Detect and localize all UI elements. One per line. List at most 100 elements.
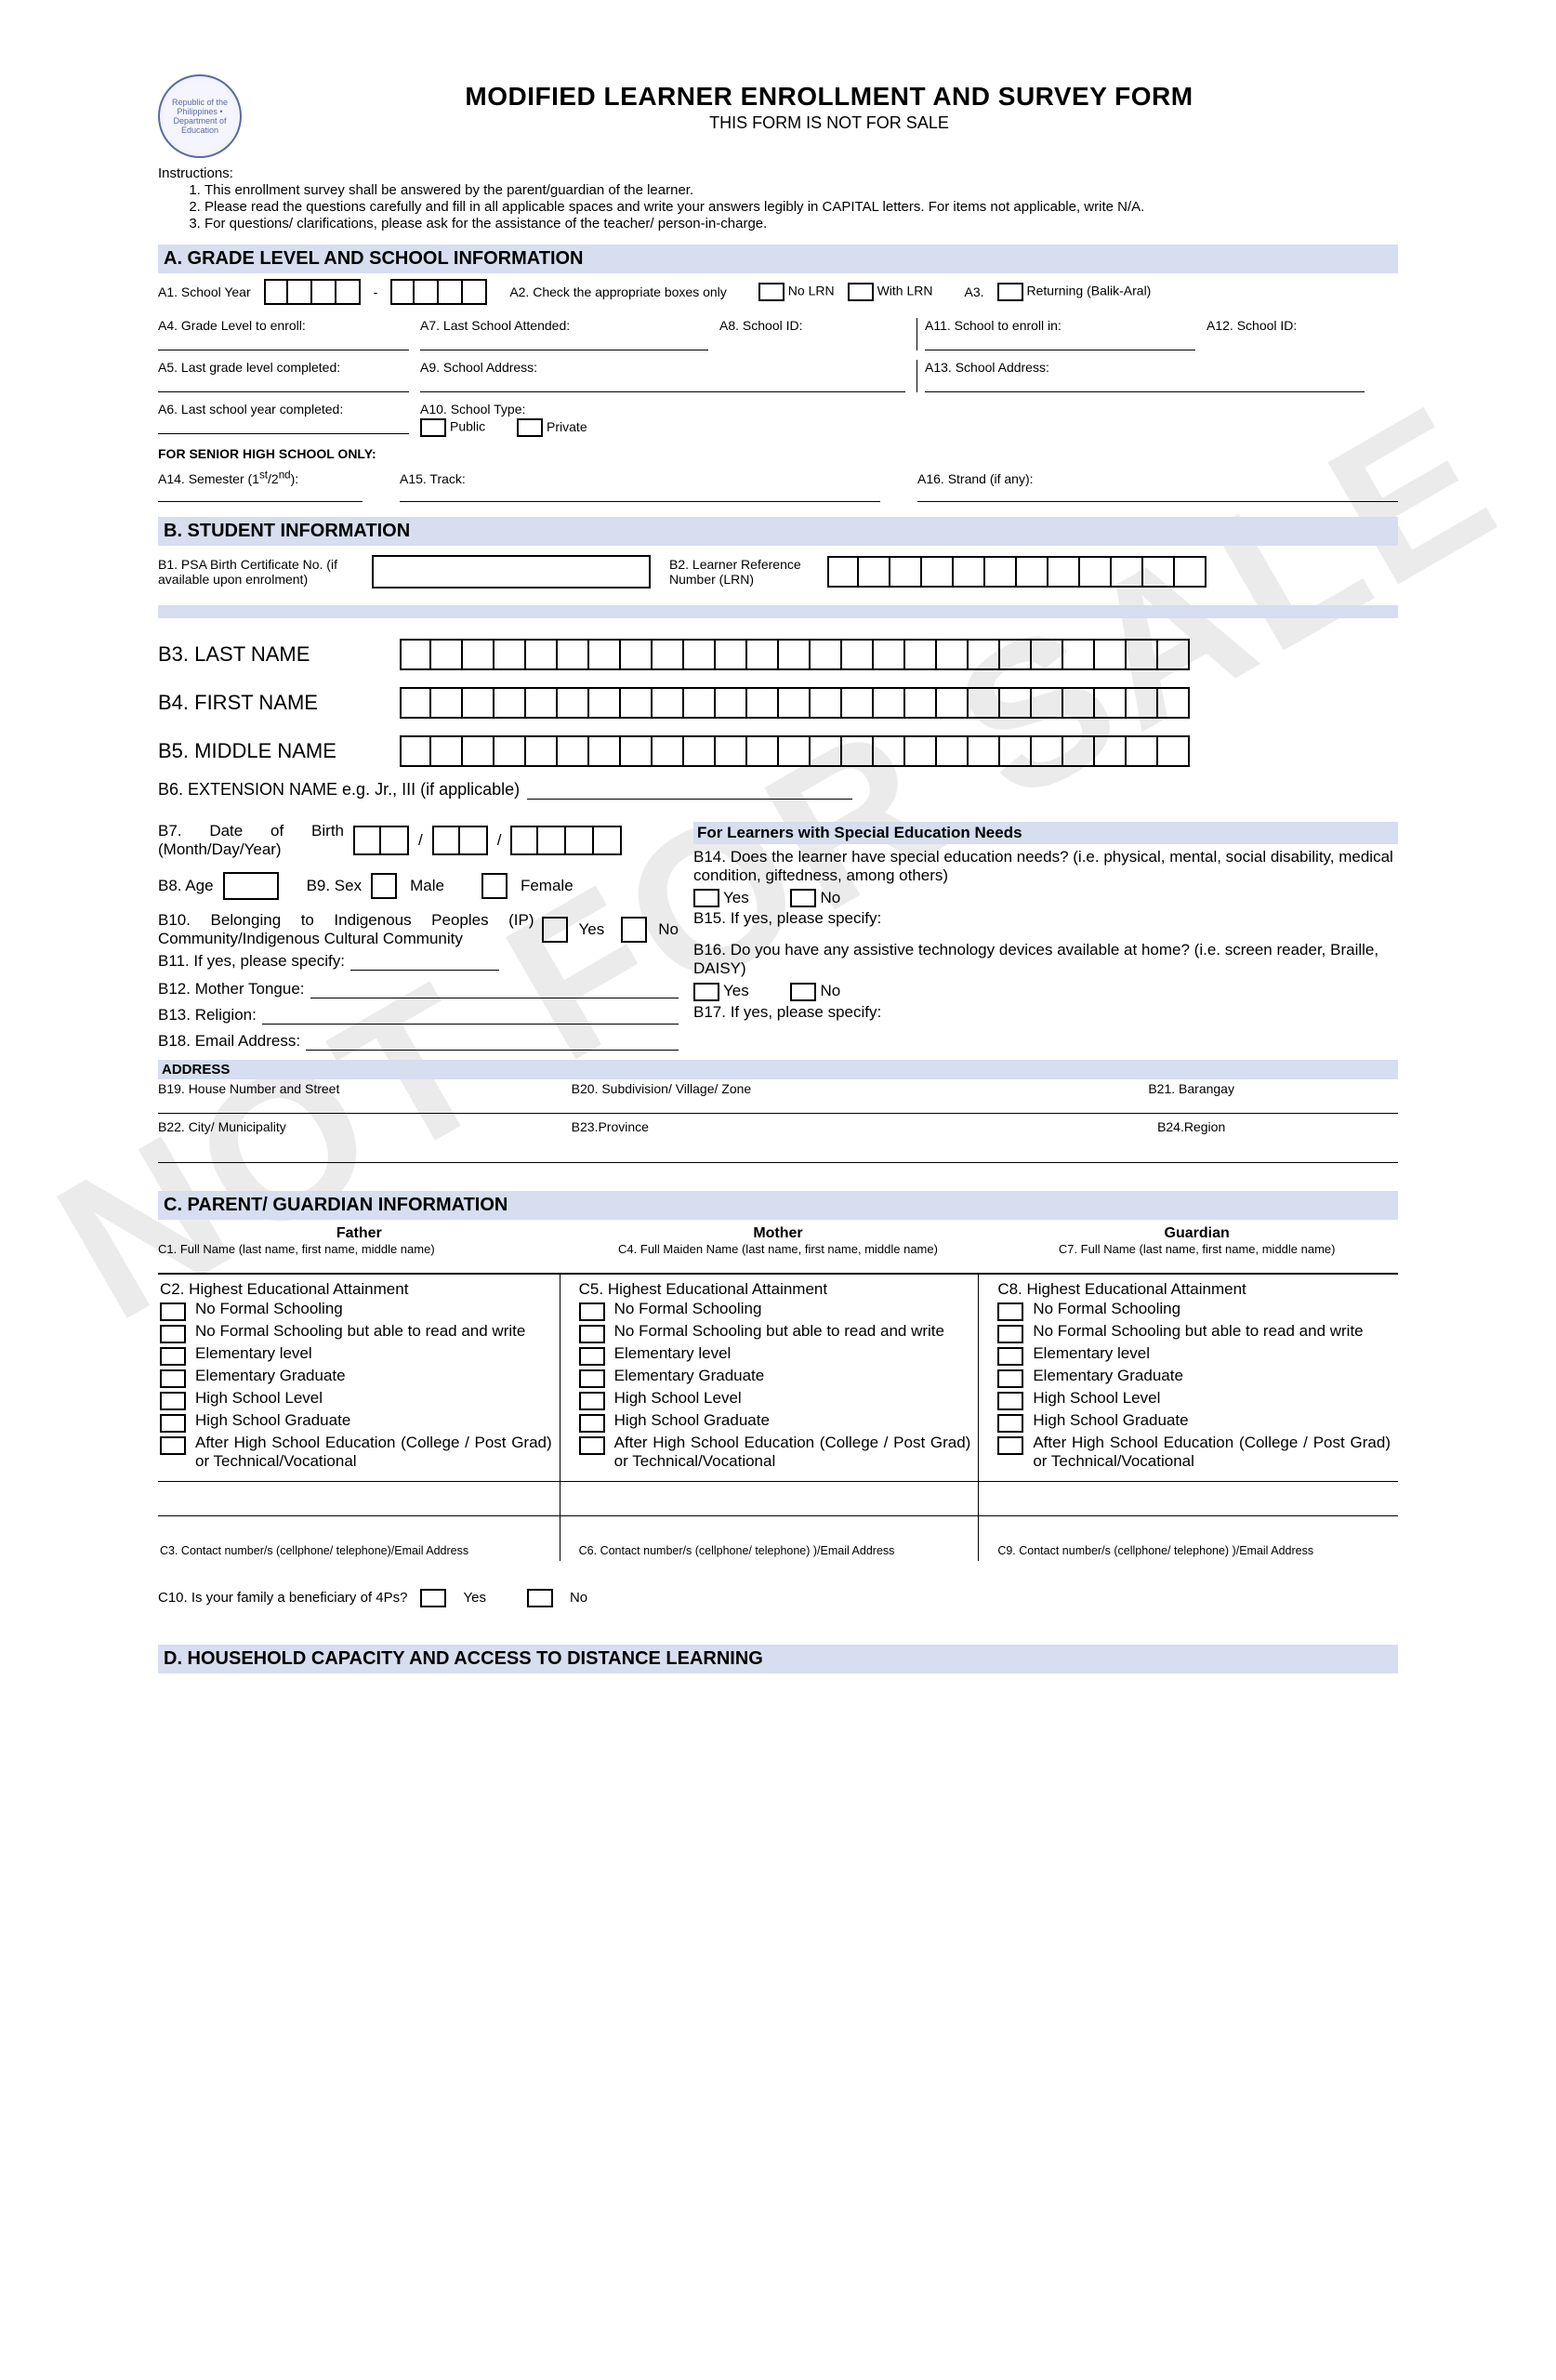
a15-input[interactable] (400, 501, 880, 502)
edu-checkbox[interactable] (997, 1436, 1023, 1455)
b24-label: B24.Region (984, 1119, 1398, 1134)
male-label: Male (410, 877, 444, 895)
b18-input[interactable] (306, 1032, 679, 1051)
a5-label: A5. Last grade level completed: (158, 360, 409, 375)
b7-month[interactable] (353, 826, 409, 855)
edu-checkbox[interactable] (579, 1414, 605, 1433)
section-a-title: A. GRADE LEVEL AND SCHOOL INFORMATION (158, 245, 1398, 273)
b23-label: B23.Province (572, 1119, 985, 1134)
edu-checkbox[interactable] (997, 1302, 1023, 1321)
edu-checkbox[interactable] (160, 1436, 186, 1455)
b18-label: B18. Email Address: (158, 1032, 300, 1051)
edu-checkbox[interactable] (160, 1347, 186, 1366)
c10-yes-checkbox[interactable] (420, 1589, 446, 1607)
address-line-1[interactable] (158, 1113, 1398, 1114)
b10-yes-checkbox[interactable] (542, 917, 568, 943)
no-lrn-checkbox[interactable] (758, 283, 785, 301)
edu-checkbox[interactable] (997, 1325, 1023, 1343)
address-line-2[interactable] (158, 1162, 1398, 1163)
b13-input[interactable] (262, 1006, 679, 1025)
edu-checkbox[interactable] (160, 1392, 186, 1410)
b11-input[interactable] (350, 952, 499, 971)
c8-label: C8. Highest Educational Attainment (997, 1280, 1391, 1299)
private-label: Private (547, 419, 587, 434)
edu-checkbox[interactable] (160, 1369, 186, 1388)
a6-input[interactable] (158, 433, 409, 434)
b22-label: B22. City/ Municipality (158, 1119, 572, 1134)
edu-checkbox[interactable] (579, 1325, 605, 1343)
edu-checkbox[interactable] (997, 1392, 1023, 1410)
father-edu-list: No Formal Schooling No Formal Schooling … (160, 1300, 552, 1471)
edu-checkbox[interactable] (160, 1302, 186, 1321)
edu-checkbox[interactable] (579, 1392, 605, 1410)
b21-label: B21. Barangay (984, 1081, 1398, 1096)
b12-label: B12. Mother Tongue: (158, 980, 305, 998)
a13-input[interactable] (925, 391, 1365, 392)
b8-label: B8. Age (158, 877, 214, 895)
male-checkbox[interactable] (371, 873, 397, 899)
public-checkbox[interactable] (420, 418, 446, 437)
c5-label: C5. Highest Educational Attainment (579, 1280, 971, 1299)
spacer (158, 1482, 560, 1515)
a2-label: A2. Check the appropriate boxes only (509, 284, 726, 299)
b4-input[interactable] (400, 687, 1398, 719)
c10-no-checkbox[interactable] (527, 1589, 553, 1607)
shs-heading: FOR SENIOR HIGH SCHOOL ONLY: (158, 446, 1398, 461)
edu-checkbox[interactable] (579, 1347, 605, 1366)
returning-checkbox[interactable] (997, 283, 1023, 301)
a14-input[interactable] (158, 501, 363, 502)
a1-year-end[interactable] (390, 279, 487, 305)
b14-label: B14. Does the learner have special educa… (693, 848, 1398, 885)
form-title: MODIFIED LEARNER ENROLLMENT AND SURVEY F… (260, 82, 1398, 112)
sen-title: For Learners with Special Education Need… (693, 822, 1398, 844)
edu-checkbox[interactable] (160, 1414, 186, 1433)
b14-no-checkbox[interactable] (790, 889, 816, 907)
edu-checkbox[interactable] (579, 1369, 605, 1388)
edu-checkbox[interactable] (579, 1302, 605, 1321)
b14-yes-checkbox[interactable] (693, 889, 719, 907)
edu-checkbox[interactable] (997, 1414, 1023, 1433)
b6-label: B6. EXTENSION NAME e.g. Jr., III (if app… (158, 780, 520, 800)
instruction-item: This enrollment survey shall be answered… (204, 182, 1398, 198)
b7-year[interactable] (510, 826, 622, 855)
b16-yes-checkbox[interactable] (693, 983, 719, 1001)
b2-label: B2. Learner Reference Number (LRN) (669, 557, 809, 587)
c7-label: C7. Full Name (last name, first name, mi… (996, 1242, 1398, 1256)
a16-input[interactable] (917, 501, 1398, 502)
edu-checkbox[interactable] (997, 1369, 1023, 1388)
edu-checkbox[interactable] (160, 1325, 186, 1343)
b2-input[interactable] (827, 556, 1207, 588)
b5-input[interactable] (400, 735, 1398, 767)
header: Republic of the Philippines • Department… (158, 74, 1398, 158)
a9-label: A9. School Address: (420, 360, 905, 375)
b15-label: B15. If yes, please specify: (693, 909, 1398, 928)
b17-label: B17. If yes, please specify: (693, 1003, 1398, 1022)
form-subtitle: THIS FORM IS NOT FOR SALE (260, 113, 1398, 133)
b20-label: B20. Subdivision/ Village/ Zone (572, 1081, 985, 1096)
instruction-item: Please read the questions carefully and … (204, 199, 1398, 215)
a1-year-start[interactable] (264, 279, 361, 305)
b10-label: B10. Belonging to Indigenous Peoples (IP… (158, 911, 534, 948)
private-checkbox[interactable] (517, 418, 543, 437)
instructions-heading: Instructions: (158, 165, 233, 181)
edu-checkbox[interactable] (997, 1347, 1023, 1366)
b12-input[interactable] (310, 980, 679, 998)
c6-label: C6. Contact number/s (cellphone/ telepho… (577, 1515, 980, 1561)
b3-input[interactable] (400, 639, 1398, 670)
b6-input[interactable] (527, 781, 852, 800)
c9-label: C9. Contact number/s (cellphone/ telepho… (996, 1515, 1398, 1561)
public-label: Public (450, 419, 485, 434)
guardian-heading: Guardian (996, 1225, 1398, 1242)
b8-input[interactable] (223, 872, 279, 900)
b10-no-checkbox[interactable] (621, 917, 647, 943)
a5-input[interactable] (158, 391, 409, 392)
b16-no-checkbox[interactable] (790, 983, 816, 1001)
a14-label: A14. Semester (1st/2nd): (158, 471, 298, 486)
b9-label: B9. Sex (307, 877, 363, 895)
b7-day[interactable] (432, 826, 488, 855)
female-checkbox[interactable] (481, 873, 508, 899)
with-lrn-checkbox[interactable] (848, 283, 874, 301)
edu-checkbox[interactable] (579, 1436, 605, 1455)
b1-input[interactable] (372, 555, 651, 588)
a9-input[interactable] (420, 391, 905, 392)
